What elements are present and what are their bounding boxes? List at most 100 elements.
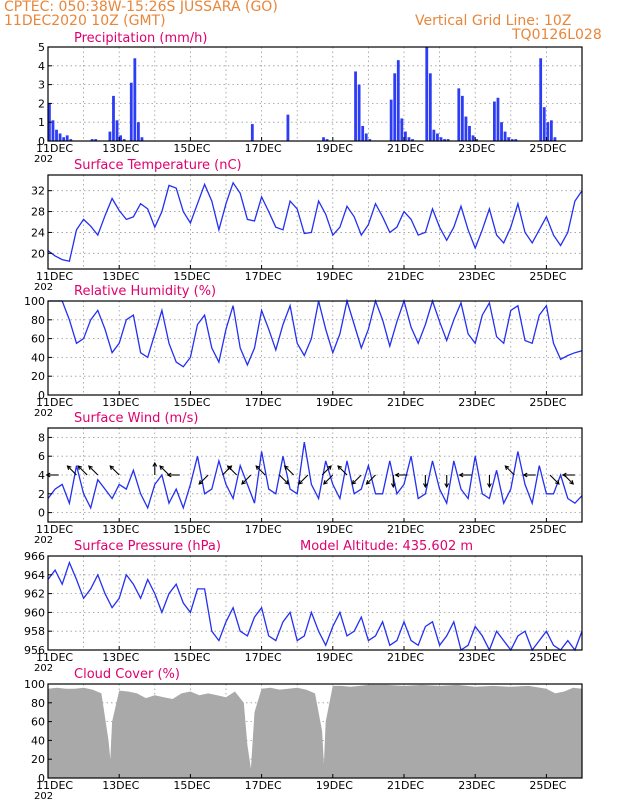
x-tick-label: 13DEC <box>102 270 139 283</box>
precip-bar <box>62 137 66 141</box>
precip-bar <box>137 122 140 141</box>
x-tick-label: 25DEC <box>529 651 566 664</box>
x-tick-label: 19DEC <box>316 779 353 792</box>
panel-frame <box>47 174 583 270</box>
y-tick-label: 960 <box>24 606 45 619</box>
precip-bar <box>549 120 553 141</box>
series-line <box>47 181 583 262</box>
y-tick-label: 966 <box>24 550 45 563</box>
wind-arrow <box>504 465 515 476</box>
x-tick-label: 11DEC <box>36 270 73 283</box>
x-tick-label: 23DEC <box>458 523 495 536</box>
precip-bar <box>510 139 514 141</box>
precip-bar <box>503 131 507 141</box>
wind-arrow-head <box>365 480 371 485</box>
precip-bar <box>457 88 461 141</box>
wind-arrow <box>109 465 120 476</box>
precip-bar <box>500 122 503 141</box>
y-tick-label: 962 <box>24 588 45 601</box>
wind-arrow-head <box>522 472 528 478</box>
y-tick-label: 2 <box>38 97 45 110</box>
wind-arrow <box>67 465 77 476</box>
wind-arrow-head <box>66 465 72 470</box>
wind-arrow-head <box>458 472 464 478</box>
precip-bar <box>140 137 144 141</box>
precip-bar <box>129 82 133 141</box>
x-tick-label: 25DEC <box>529 523 566 536</box>
wind-arrow-head <box>255 465 261 470</box>
precip-bar <box>325 139 329 141</box>
y-tick-label: 100 <box>24 678 45 691</box>
x-tick-label: 13DEC <box>102 142 139 155</box>
wind-arrow <box>227 465 238 476</box>
y-tick-label: 24 <box>31 226 45 239</box>
wind-arrow-head <box>284 480 290 485</box>
precip-bar <box>507 137 511 141</box>
x-tick-label: 23DEC <box>458 651 495 664</box>
precip-bar <box>94 139 98 141</box>
precip-bar <box>90 139 94 141</box>
precip-bar <box>496 97 500 141</box>
panel-frame <box>47 555 583 651</box>
precip-bar <box>475 139 478 141</box>
wind-arrow-head <box>283 465 289 470</box>
precip-bar <box>122 139 126 141</box>
wind-arrow-head <box>241 480 246 485</box>
y-tick-label: 0 <box>38 389 45 402</box>
precip-bar <box>546 122 550 141</box>
x-tick-label: 13DEC <box>102 651 139 664</box>
wind-arrow <box>77 465 88 476</box>
x-tick-label: 11DEC <box>36 523 73 536</box>
wind-arrow-head <box>390 483 396 489</box>
y-tick-label: 28 <box>31 206 45 219</box>
x-tick-label: 15DEC <box>173 779 210 792</box>
panel-frame <box>47 46 583 142</box>
x-tick-label: 17DEC <box>245 651 282 664</box>
precip-bar <box>55 129 58 141</box>
y-tick-label: 20 <box>31 753 45 766</box>
precip-bar <box>404 131 407 141</box>
y-tick-label: 0 <box>38 772 45 785</box>
panel-title: Surface Pressure (hPa) <box>74 539 221 554</box>
wind-arrow-head <box>337 465 343 470</box>
panel-title: Precipitation (mm/h) <box>74 31 207 46</box>
x-tick-label: 11DEC <box>36 142 73 155</box>
wind-arrow-head <box>45 472 51 478</box>
y-tick-label: 80 <box>31 314 45 327</box>
x-tick-label: 17DEC <box>245 396 282 409</box>
panel-frame <box>47 683 583 779</box>
panel-title: Cloud Cover (%) <box>74 667 180 682</box>
station-header: CPTEC: 050:38W-15:26S JUSSARA (GO) <box>4 0 278 15</box>
x-tick-label: 11DEC <box>36 651 73 664</box>
x-year-label: 202 <box>34 282 53 293</box>
precip-bar <box>115 120 119 141</box>
precip-bar <box>464 116 468 141</box>
precip-bar <box>357 84 361 141</box>
x-tick-label: 23DEC <box>458 396 495 409</box>
panel-title: Surface Wind (m/s) <box>74 411 198 426</box>
wind-arrow-head <box>109 465 115 470</box>
precip-bar <box>286 114 290 141</box>
precip-bar <box>396 60 400 141</box>
wind-arrow-head <box>351 480 357 485</box>
wind-arrow <box>255 465 266 476</box>
x-tick-label: 21DEC <box>387 270 424 283</box>
precip-bar <box>468 125 471 141</box>
precip-bar <box>361 125 365 141</box>
x-tick-label: 17DEC <box>245 270 282 283</box>
cloud-area <box>48 684 582 778</box>
x-tick-label: 25DEC <box>529 396 566 409</box>
precip-bar <box>542 107 546 141</box>
wind-arrow-head <box>152 461 158 467</box>
x-tick-label: 13DEC <box>102 779 139 792</box>
series-line <box>47 441 583 510</box>
precip-bar <box>428 73 432 141</box>
model-code: TQ0126L028 <box>512 27 602 43</box>
wind-arrow-head <box>298 480 303 485</box>
wind-arrow-head <box>159 465 165 470</box>
x-tick-label: 21DEC <box>387 523 424 536</box>
y-tick-label: 20 <box>31 247 45 260</box>
y-tick-label: 0 <box>38 507 45 520</box>
x-tick-label: 23DEC <box>458 142 495 155</box>
y-tick-label: 60 <box>31 333 45 346</box>
